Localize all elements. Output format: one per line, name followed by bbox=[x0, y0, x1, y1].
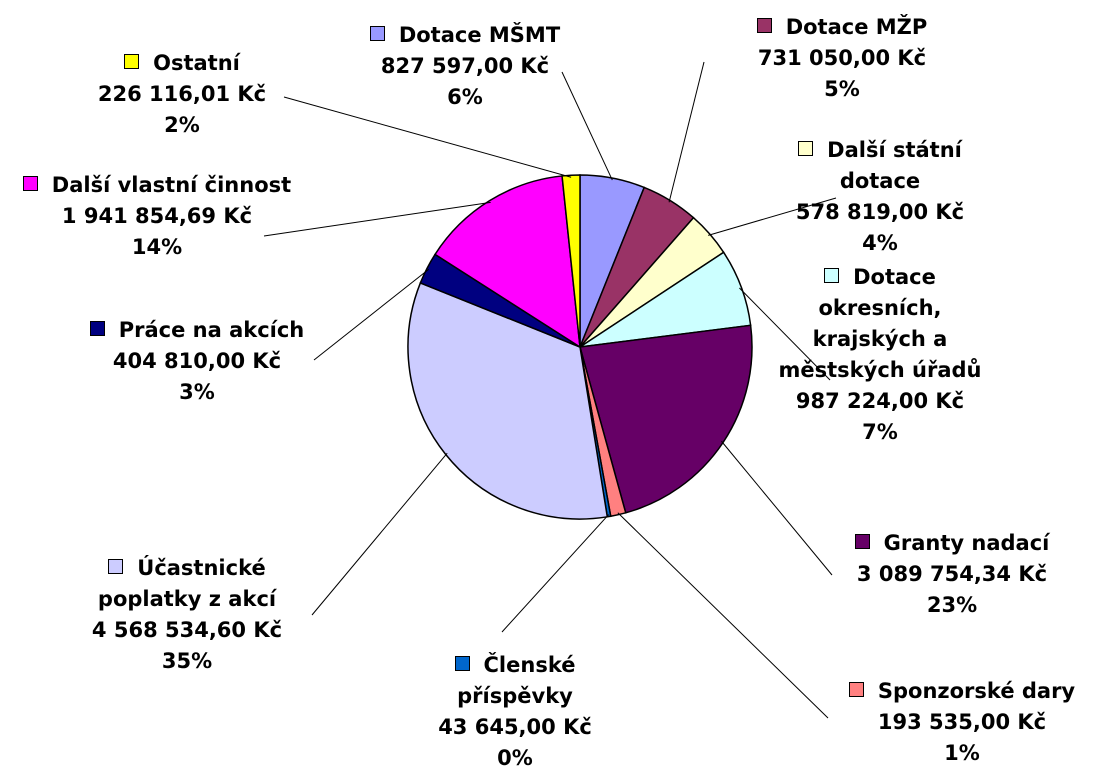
value-label: 43 645,00 Kč bbox=[438, 715, 592, 739]
slice-label: Účastnické poplatky z akcí 4 568 534,60 K… bbox=[62, 553, 312, 677]
category: Účastnické poplatky z akcí bbox=[97, 556, 277, 611]
legend-swatch bbox=[854, 534, 870, 549]
slice-label: Práce na akcích 404 810,00 Kč 3% bbox=[72, 315, 322, 408]
category: Dotace okresních, krajských a městských … bbox=[778, 265, 982, 382]
legend-swatch bbox=[454, 656, 470, 671]
pie-slice bbox=[561, 174, 581, 348]
leader-line bbox=[668, 61, 705, 203]
legend-swatch bbox=[848, 682, 864, 697]
value-label: 193 535,00 Kč bbox=[877, 710, 1047, 734]
value-label: 4 568 534,60 Kč bbox=[91, 618, 283, 642]
value-label: 3 089 754,34 Kč bbox=[856, 562, 1048, 586]
percent-label: 6% bbox=[447, 85, 483, 109]
percent-label: 0% bbox=[497, 746, 533, 770]
leader-line bbox=[721, 440, 833, 576]
legend-swatch bbox=[22, 176, 38, 191]
category: Ostatní bbox=[153, 51, 240, 75]
percent-label: 35% bbox=[161, 649, 213, 673]
slice-label: Dotace okresních, krajských a městských … bbox=[775, 262, 985, 448]
slice-label: Další státní dotace 578 819,00 Kč 4% bbox=[785, 135, 975, 259]
leader-line bbox=[313, 268, 430, 361]
value-label: 987 224,00 Kč bbox=[795, 389, 965, 413]
slice-label: Sponzorské dary 193 535,00 Kč 1% bbox=[837, 676, 1087, 769]
value-label: 226 116,01 Kč bbox=[97, 82, 267, 106]
value-label: 731 050,00 Kč bbox=[757, 46, 927, 70]
slice-label: Členské příspěvky 43 645,00 Kč 0% bbox=[415, 650, 615, 774]
leader-line bbox=[501, 514, 610, 633]
value-label: 404 810,00 Kč bbox=[112, 349, 282, 373]
percent-label: 4% bbox=[862, 231, 898, 255]
leader-line bbox=[739, 287, 831, 381]
legend-swatch bbox=[124, 54, 140, 69]
percent-label: 3% bbox=[179, 380, 215, 404]
category: Práce na akcích bbox=[118, 318, 305, 342]
percent-label: 1% bbox=[944, 741, 980, 765]
legend-swatch bbox=[798, 141, 814, 156]
slice-label: Další vlastní činnost 1 941 854,69 Kč 14% bbox=[22, 170, 292, 263]
category: Dotace MŠMT bbox=[398, 23, 561, 47]
category: Sponzorské dary bbox=[877, 679, 1076, 703]
percent-label: 2% bbox=[164, 113, 200, 137]
leader-line bbox=[617, 512, 829, 719]
pie-slice bbox=[434, 175, 581, 349]
leader-line bbox=[283, 96, 572, 178]
category: Granty nadací bbox=[883, 531, 1050, 555]
legend-swatch bbox=[89, 321, 105, 336]
legend-swatch bbox=[369, 26, 385, 41]
pie-slice bbox=[579, 324, 753, 514]
value-label: 578 819,00 Kč bbox=[795, 200, 965, 224]
slice-label: Granty nadací 3 089 754,34 Kč 23% bbox=[827, 528, 1077, 621]
category: Členské příspěvky bbox=[457, 653, 576, 708]
slice-label: Dotace MŠMT 827 597,00 Kč 6% bbox=[340, 20, 590, 113]
legend-swatch bbox=[824, 268, 840, 283]
leader-line bbox=[263, 201, 491, 237]
slice-label: Ostatní 226 116,01 Kč 2% bbox=[67, 48, 297, 141]
category: Další vlastní činnost bbox=[51, 173, 292, 197]
legend-swatch bbox=[108, 559, 124, 574]
legend-swatch bbox=[756, 18, 772, 33]
slice-label: Dotace MŽP 731 050,00 Kč 5% bbox=[727, 12, 957, 105]
category: Dotace MŽP bbox=[785, 15, 928, 39]
percent-label: 23% bbox=[926, 593, 978, 617]
percent-label: 7% bbox=[862, 420, 898, 444]
category: Další státní dotace bbox=[827, 138, 962, 193]
leader-line bbox=[708, 197, 837, 236]
value-label: 827 597,00 Kč bbox=[380, 54, 550, 78]
leader-line bbox=[561, 71, 613, 181]
percent-label: 14% bbox=[131, 235, 183, 259]
percent-label: 5% bbox=[824, 77, 860, 101]
leader-line bbox=[311, 452, 448, 616]
value-label: 1 941 854,69 Kč bbox=[61, 204, 253, 228]
